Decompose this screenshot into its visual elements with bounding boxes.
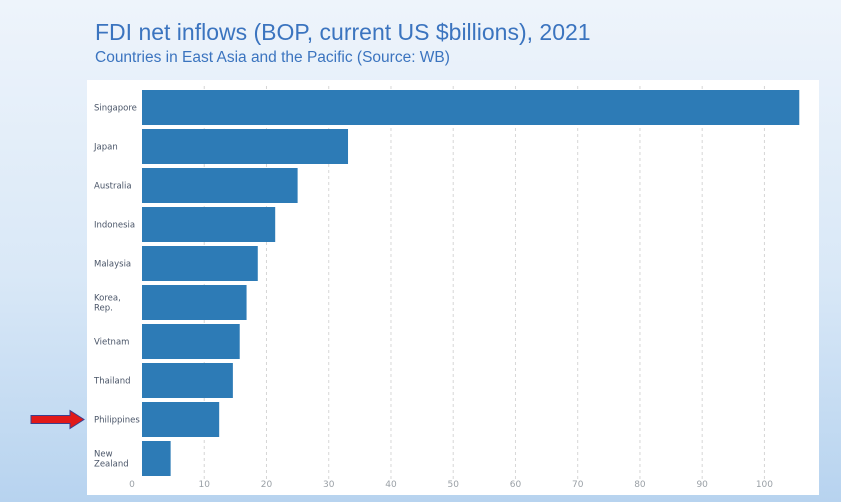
x-tick-label: 90 [696, 480, 708, 490]
x-tick-label: 80 [634, 480, 646, 490]
bar-singapore [142, 90, 800, 125]
x-tick-label: 10 [199, 480, 211, 490]
x-tick-label: 70 [572, 480, 584, 490]
bar-korea-rep [142, 285, 247, 320]
bar-malaysia [142, 246, 258, 281]
category-label: Thailand [93, 377, 131, 387]
highlight-arrow-icon [30, 409, 85, 430]
category-label: Australia [94, 182, 132, 192]
bar-australia [142, 168, 298, 203]
bar-philippines [142, 402, 220, 437]
bar-indonesia [142, 207, 276, 242]
category-label: Vietnam [94, 338, 129, 348]
category-label: Indonesia [94, 221, 135, 231]
bar-new-zealand [142, 441, 171, 476]
x-tick-label: 40 [385, 480, 397, 490]
x-tick-label: 50 [447, 480, 459, 490]
chart-subtitle: Countries in East Asia and the Pacific (… [95, 49, 450, 66]
category-label: Philippines [94, 416, 140, 426]
chart-title: FDI net inflows (BOP, current US $billio… [95, 19, 591, 45]
bar-japan [142, 129, 349, 164]
category-label: Singapore [94, 104, 137, 114]
bar-thailand [142, 363, 233, 398]
category-label: Zealand [94, 460, 129, 470]
x-tick-label: 30 [323, 480, 335, 490]
category-label: Japan [93, 143, 118, 153]
category-label: Korea, [94, 294, 121, 304]
category-label: Rep. [94, 304, 113, 314]
x-tick-label: 0 [129, 480, 135, 490]
category-label: New [94, 450, 113, 460]
x-tick-label: 20 [261, 480, 273, 490]
category-label: Malaysia [94, 260, 131, 270]
x-tick-label: 60 [510, 480, 522, 490]
bar-vietnam [142, 324, 240, 359]
x-tick-label: 100 [756, 480, 773, 490]
